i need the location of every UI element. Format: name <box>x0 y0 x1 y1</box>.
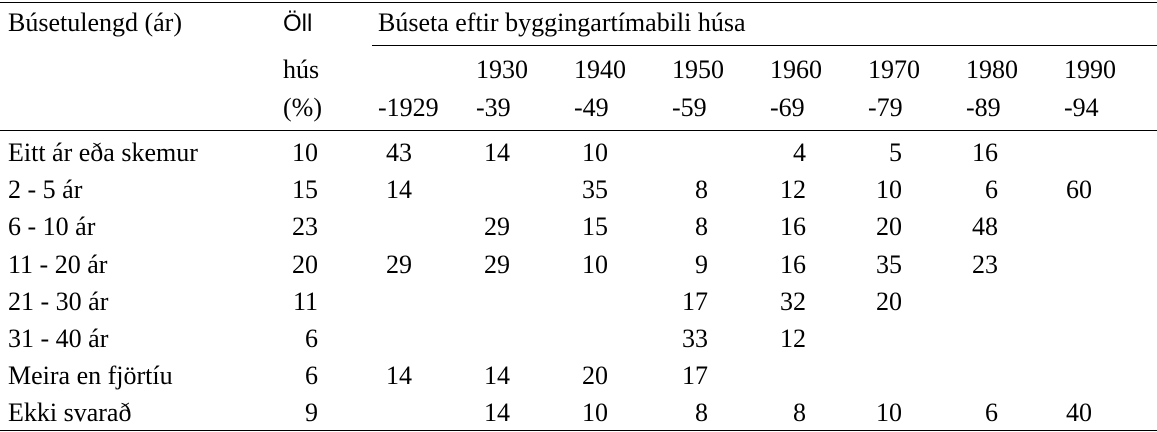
period-year-end: -69 <box>770 93 805 122</box>
period-year-start: 1980 <box>966 55 1018 84</box>
period-value: 8 <box>695 175 708 205</box>
period-value: 15 <box>582 212 608 242</box>
period-value: 5 <box>889 138 902 167</box>
row-label: 6 - 10 ár <box>8 212 96 242</box>
period-year-end: -89 <box>966 93 1001 122</box>
row-label: Ekki svarað <box>8 398 132 428</box>
all-houses-value: 11 <box>292 286 318 316</box>
period-value: 23 <box>972 249 998 279</box>
period-value: 17 <box>682 361 708 391</box>
column-header-all-line3: (%) <box>283 93 322 122</box>
period-value: 10 <box>876 175 902 205</box>
period-year-start: 1940 <box>574 55 626 84</box>
all-houses-value: 20 <box>292 249 318 279</box>
period-year-start: 1970 <box>868 55 920 84</box>
bottom-rule <box>0 430 1157 431</box>
period-value: 12 <box>780 324 806 353</box>
period-value: 20 <box>582 361 608 391</box>
row-label: 21 - 30 ár <box>8 286 109 316</box>
period-value: 29 <box>484 249 510 279</box>
all-houses-value: 9 <box>305 398 318 428</box>
period-value: 14 <box>484 361 510 391</box>
period-value: 16 <box>972 138 998 167</box>
column-header-all-line1: Öll <box>283 10 313 37</box>
all-houses-value: 6 <box>305 324 318 353</box>
period-year-end: -49 <box>574 93 609 122</box>
period-value: 20 <box>876 212 902 242</box>
period-year-end: -79 <box>868 93 903 122</box>
header-bottom-rule <box>0 130 1157 131</box>
period-value: 16 <box>780 212 806 242</box>
top-rule <box>0 2 1157 3</box>
all-houses-value: 6 <box>305 361 318 391</box>
row-label: Eitt ár eða skemur <box>8 138 198 167</box>
period-value: 35 <box>876 249 902 279</box>
period-value: 43 <box>386 138 412 167</box>
period-year-end: -1929 <box>378 93 439 122</box>
group-rule <box>372 45 1157 46</box>
period-value: 40 <box>1066 398 1092 428</box>
period-value: 48 <box>972 212 998 242</box>
period-year-end: -59 <box>672 93 707 122</box>
all-houses-value: 10 <box>292 138 318 167</box>
period-value: 8 <box>793 398 806 428</box>
period-value: 8 <box>695 398 708 428</box>
period-value: 8 <box>695 212 708 242</box>
row-label: 31 - 40 ár <box>8 324 109 353</box>
period-value: 14 <box>484 138 510 167</box>
period-value: 10 <box>582 138 608 167</box>
period-year-start: 1960 <box>770 55 822 84</box>
period-value: 17 <box>682 286 708 316</box>
period-value: 33 <box>682 324 708 353</box>
period-value: 14 <box>386 361 412 391</box>
period-value: 10 <box>876 398 902 428</box>
period-value: 32 <box>780 286 806 316</box>
period-value: 6 <box>985 175 998 205</box>
period-year-end: -39 <box>476 93 511 122</box>
period-value: 20 <box>876 286 902 316</box>
all-houses-value: 15 <box>292 175 318 205</box>
period-value: 35 <box>582 175 608 205</box>
group-header-title: Búseta eftir byggingartímabili húsa <box>378 8 746 37</box>
period-value: 6 <box>985 398 998 428</box>
period-year-start: 1930 <box>476 55 528 84</box>
period-value: 29 <box>484 212 510 242</box>
period-year-start: 1950 <box>672 55 724 84</box>
column-header-duration: Búsetulengd (ár) <box>8 8 183 37</box>
row-label: Meira en fjörtíu <box>8 361 173 391</box>
period-value: 14 <box>484 398 510 428</box>
period-value: 9 <box>695 249 708 279</box>
row-label: 11 - 20 ár <box>8 249 108 279</box>
period-value: 4 <box>793 138 806 167</box>
period-value: 10 <box>582 398 608 428</box>
period-value: 12 <box>780 175 806 205</box>
period-value: 29 <box>386 249 412 279</box>
column-header-all-line2: hús <box>283 55 320 84</box>
period-value: 60 <box>1066 175 1092 205</box>
period-value: 16 <box>780 249 806 279</box>
period-value: 10 <box>582 249 608 279</box>
period-value: 14 <box>386 175 412 205</box>
period-year-end: -94 <box>1064 93 1099 122</box>
period-year-start: 1990 <box>1064 55 1116 84</box>
row-label: 2 - 5 ár <box>8 175 83 205</box>
all-houses-value: 23 <box>292 212 318 242</box>
